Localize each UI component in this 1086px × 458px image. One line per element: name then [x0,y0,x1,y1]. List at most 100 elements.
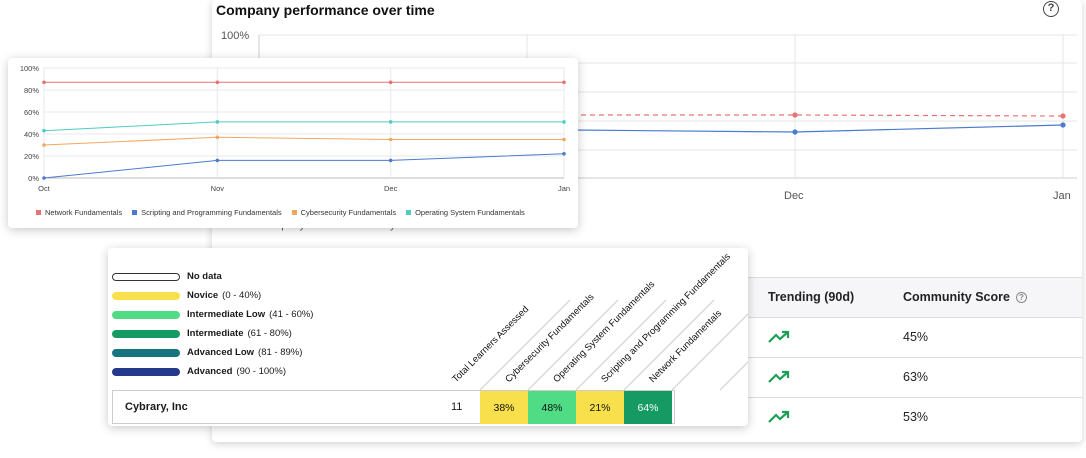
y-tick-label: 80% [24,86,39,95]
key-swatch [112,367,180,376]
panel-title: Company performance over time [216,2,435,18]
key-label: Advanced [187,366,233,377]
legend-item[interactable]: Scripting and Programming Fundamentals [132,208,282,217]
y-tick-label: 60% [24,108,39,117]
data-point[interactable] [215,158,220,163]
key-swatch [112,272,180,281]
table-row: 53% [748,397,1082,437]
data-point[interactable] [42,143,46,147]
legend-label: Operating System Fundamentals [415,208,525,217]
trending-up-icon [768,370,790,389]
legend-label: Scripting and Programming Fundamentals [141,208,282,217]
column-divider [527,299,619,391]
column-divider [623,299,715,391]
table-row[interactable]: Cybrary, Inc 11 38% 48% 21% 64% [112,390,675,424]
legend-swatch [132,210,138,215]
key-range: (41 - 60%) [269,309,314,320]
score-cell[interactable]: 38% [480,391,528,424]
data-point[interactable] [42,176,46,180]
data-point[interactable] [388,120,393,124]
company-score-point[interactable] [792,129,798,135]
data-point[interactable] [215,120,220,124]
table-row: 45% [748,317,1082,357]
data-point[interactable] [562,120,566,124]
key-swatch [112,348,180,357]
y-tick-label: 20% [24,152,39,161]
data-point[interactable] [562,152,566,156]
community-score-header-label: Community Score [903,290,1010,304]
legend-swatch [406,210,412,215]
data-point[interactable] [562,80,566,85]
key-item: Advanced (90 - 100%) [112,366,286,377]
key-range: (61 - 80%) [247,328,292,339]
trending-up-icon [768,330,790,349]
data-point[interactable] [215,135,220,140]
table-header: Trending (90d) Community Score? [748,277,1082,317]
community-score-header: Community Score? [903,290,1027,304]
legend-label: Cybersecurity Fundamentals [300,208,397,217]
column-divider [479,299,571,391]
data-point[interactable] [388,137,393,142]
community-score-point[interactable] [1060,113,1066,119]
key-label: Advanced Low [187,347,255,358]
key-range: (90 - 100%) [236,366,287,377]
column-divider-lines [479,299,748,391]
legend-item[interactable]: Cybersecurity Fundamentals [291,208,397,217]
data-point[interactable] [562,137,566,142]
score-cell[interactable]: 64% [624,391,672,424]
skill-trend-card: 0% 20% 40% 60% 80% 100% Oct Nov Dec Jan Network F… [8,58,578,228]
help-icon[interactable]: ? [1015,292,1027,304]
key-swatch [112,329,180,338]
data-point[interactable] [388,158,393,163]
series-line [43,121,564,132]
x-tick-jan: Jan [1053,190,1071,202]
legend-swatch [36,210,41,215]
score-cell[interactable]: 21% [576,391,624,424]
key-label: Intermediate [187,328,244,339]
x-tick-label: Oct [38,184,51,193]
trending-up-icon [768,410,790,429]
community-score-value: 53% [903,410,929,424]
chart-legend: Network Fundamentals Scripting and Progra… [36,208,525,217]
trending-header: Trending (90d) [768,290,855,304]
key-item: Novice (0 - 40%) [112,290,261,301]
y-tick-label: 40% [24,130,39,139]
org-name: Cybrary, Inc [125,401,188,413]
legend-item[interactable]: Network Fundamentals [36,208,122,217]
x-tick-label: Jan [558,184,570,193]
y-tick-100: 100% [221,30,249,42]
key-item: No data [112,271,222,282]
key-range: (81 - 89%) [258,347,303,358]
community-score-point[interactable] [792,112,798,118]
x-tick-label: Dec [384,184,398,193]
data-point[interactable] [42,128,46,133]
key-swatch [112,310,180,319]
skill-trend-chart: 0% 20% 40% 60% 80% 100% Oct Nov Dec Jan [20,64,570,193]
y-tick-label: 100% [20,64,40,73]
data-point[interactable] [388,80,393,85]
community-score-line [572,114,1064,117]
key-item: Intermediate Low (41 - 60%) [112,309,313,320]
series-line [43,153,565,179]
series-line [43,136,564,146]
key-range: (0 - 40%) [222,290,262,301]
column-divider [671,313,748,391]
skills-heatmap-card: No data Novice (0 - 40%) Intermediate Low (4… [108,248,748,426]
key-item: Advanced Low (81 - 89%) [112,347,302,358]
key-label: Intermediate Low [187,309,266,320]
key-label: No data [187,271,222,282]
company-score-point[interactable] [1060,122,1066,128]
legend-label: Network Fundamentals [45,208,123,217]
data-point[interactable] [215,80,220,85]
data-point[interactable] [42,80,46,85]
key-label: Novice [187,290,219,301]
key-item: Intermediate (61 - 80%) [112,328,292,339]
y-tick-label: 0% [28,174,39,183]
total-learners-value: 11 [451,401,463,413]
community-score-value: 63% [903,370,929,384]
help-icon[interactable]: ? [1043,1,1059,17]
score-cell[interactable]: 48% [528,391,576,424]
company-score-line [571,124,1064,133]
legend-item[interactable]: Operating System Fundamentals [406,208,525,217]
community-score-value: 45% [903,330,929,344]
